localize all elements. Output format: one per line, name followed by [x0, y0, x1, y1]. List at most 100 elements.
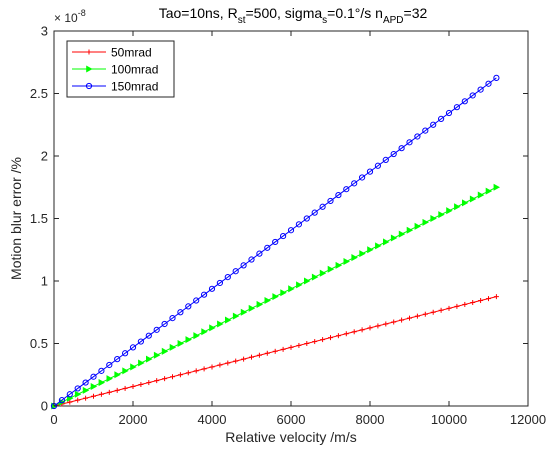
data-point — [232, 268, 239, 275]
data-point — [106, 375, 113, 383]
legend: 50mrad 100mrad 150mrad — [66, 40, 175, 98]
data-point — [454, 303, 460, 309]
data-point — [407, 315, 412, 321]
data-point — [296, 281, 303, 289]
data-point — [98, 367, 105, 374]
data-point — [478, 298, 484, 304]
data-point — [240, 308, 248, 316]
data-point — [208, 285, 216, 292]
legend-marker — [85, 82, 93, 90]
data-point — [98, 391, 104, 397]
data-point — [185, 336, 192, 344]
y-tick-label: 2 — [41, 149, 48, 164]
ticks-layer: 0 2000 4000 6000 8000 10000 12000 0 0.5 1 1.5 2 2.5 3 — [30, 24, 546, 428]
data-point — [153, 351, 161, 359]
data-point — [82, 386, 90, 394]
data-point — [75, 397, 81, 403]
legend-label: 50mrad — [111, 46, 152, 60]
data-point — [122, 367, 129, 375]
data-point — [58, 397, 66, 404]
data-point — [201, 291, 208, 298]
x-tick-label: 8000 — [356, 412, 385, 427]
data-point — [216, 279, 223, 287]
data-point — [351, 329, 357, 335]
data-point — [91, 393, 96, 399]
data-point — [201, 328, 208, 336]
data-point — [422, 127, 429, 134]
data-point — [391, 319, 397, 325]
data-point — [383, 321, 389, 327]
data-point — [430, 121, 437, 128]
y-tick-label: 0 — [41, 399, 48, 414]
data-point — [185, 303, 192, 310]
data-point — [296, 342, 302, 348]
data-point — [477, 191, 485, 199]
data-point — [240, 262, 247, 269]
data-point — [327, 197, 334, 205]
x-tick-label: 6000 — [277, 412, 306, 427]
data-point — [106, 389, 112, 395]
data-point — [311, 209, 318, 216]
data-point — [177, 339, 185, 348]
data-point — [114, 387, 120, 393]
data-point — [445, 109, 453, 117]
data-point — [146, 380, 152, 386]
legend-item: 150mrad — [72, 80, 158, 94]
data-point — [224, 273, 231, 281]
data-point — [129, 344, 137, 351]
data-point — [493, 294, 499, 300]
data-point — [454, 203, 461, 211]
data-point — [248, 304, 256, 312]
series-100mrad — [51, 183, 501, 410]
data-point — [225, 360, 231, 366]
y-tick-label: 2.5 — [30, 86, 48, 101]
data-point — [280, 232, 287, 240]
y-tick-label: 3 — [41, 24, 48, 39]
data-point — [374, 162, 381, 169]
data-point — [288, 344, 294, 350]
data-point — [153, 326, 160, 333]
data-point — [170, 374, 175, 380]
data-point — [485, 80, 492, 87]
data-point — [280, 289, 287, 297]
data-point — [249, 354, 254, 360]
data-point — [438, 115, 445, 122]
data-point — [320, 337, 326, 343]
x-tick-label: 4000 — [198, 412, 227, 427]
data-point — [287, 227, 295, 234]
data-point — [130, 383, 136, 389]
data-point — [209, 364, 215, 370]
chart-title: Tao=10ns, Rst=500, sigmas=0.1°/s nAPD=32 — [159, 5, 428, 26]
data-point — [264, 350, 270, 356]
data-point — [248, 256, 255, 263]
data-point — [74, 390, 82, 398]
series-150mrad — [50, 74, 500, 410]
data-point — [414, 313, 420, 319]
data-point — [161, 320, 168, 328]
legend-marker — [86, 65, 93, 73]
y-tick-label: 0.5 — [30, 336, 48, 351]
data-point — [335, 191, 342, 199]
data-point — [469, 92, 476, 99]
data-point — [288, 285, 295, 293]
data-point — [406, 226, 414, 234]
data-point — [209, 324, 216, 332]
data-point — [264, 244, 271, 251]
data-point — [280, 346, 286, 352]
data-point — [90, 373, 97, 380]
data-point — [256, 352, 262, 358]
data-point — [343, 257, 350, 265]
data-point — [98, 379, 106, 387]
data-point — [106, 361, 113, 369]
data-point — [82, 379, 89, 386]
data-point — [256, 300, 264, 308]
data-point — [303, 215, 310, 222]
data-point — [327, 265, 335, 273]
data-point — [422, 218, 429, 226]
data-point — [137, 338, 144, 345]
data-point — [406, 139, 413, 146]
data-point — [438, 211, 445, 219]
data-point — [430, 309, 436, 315]
y-axis-multiplier: × 10-8 — [54, 8, 86, 25]
